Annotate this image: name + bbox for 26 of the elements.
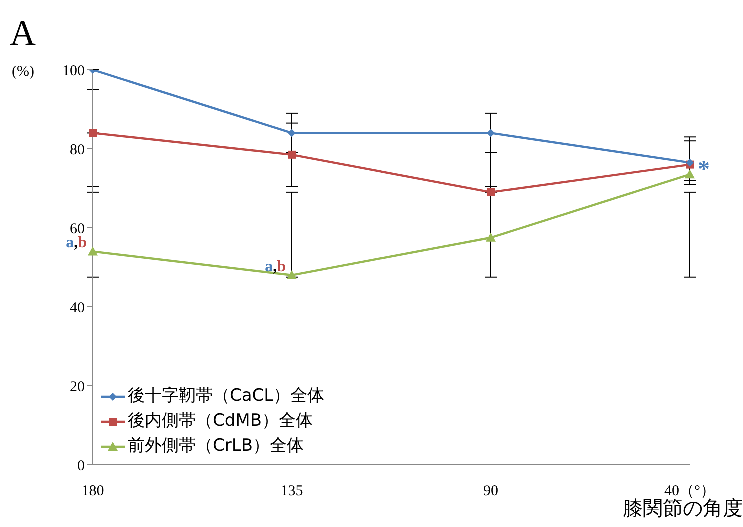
annotation: a,b <box>265 258 286 276</box>
x-tick-label: 180 <box>82 484 104 500</box>
point <box>89 129 97 138</box>
y-tick-label: 40 <box>70 300 85 316</box>
point <box>288 150 296 159</box>
point <box>287 270 297 280</box>
annotation: * <box>698 156 710 183</box>
point <box>685 170 695 179</box>
y-tick-label: 0 <box>78 458 85 474</box>
point <box>88 246 98 256</box>
x-tick-label: 135 <box>280 484 304 500</box>
point <box>487 188 495 196</box>
annotation: a,b <box>66 234 88 252</box>
y-tick-label: 100 <box>62 63 85 80</box>
y-tick-label: 60 <box>70 221 85 238</box>
y-tick-label: 80 <box>70 142 85 158</box>
point <box>288 129 296 138</box>
x-tick-label: 90 <box>484 484 498 500</box>
legend-label: 後内側帯（CdMB）全体 <box>128 410 313 433</box>
point <box>486 232 496 242</box>
legend-label: 前外側帯（CrLB）全体 <box>128 435 304 458</box>
legend-label: 後十字靭帯（CaCL）全体 <box>128 385 325 408</box>
chart-title: A <box>10 12 36 54</box>
y-tick-label: 20 <box>70 379 85 396</box>
point <box>487 129 495 138</box>
y-axis-title: (%) <box>12 64 34 80</box>
